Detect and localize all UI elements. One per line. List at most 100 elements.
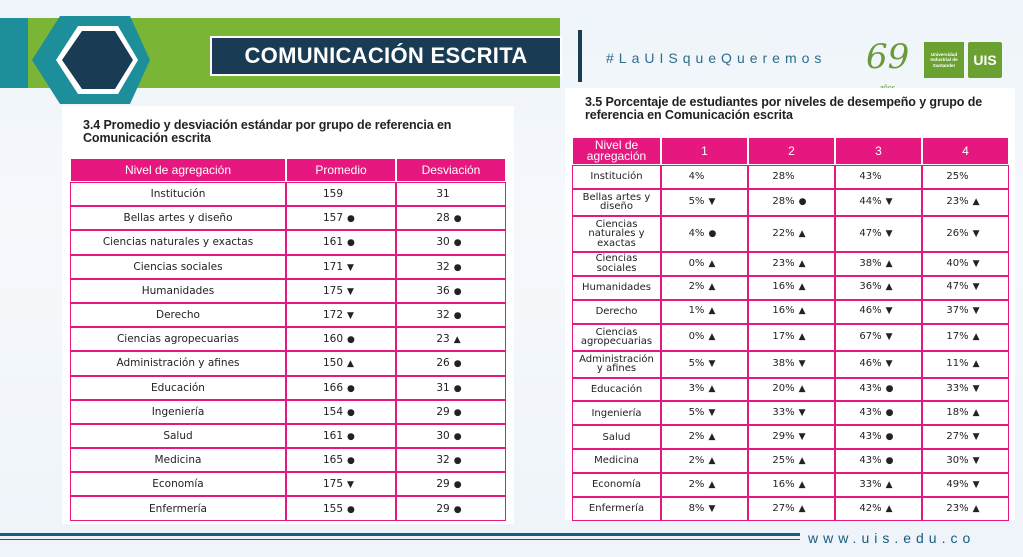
down-triangle-icon: ▼ [347, 286, 354, 297]
caption-table-3-5: 3.5 Porcentaje de estudiantes por nivele… [585, 95, 983, 122]
percent-value: 4% [688, 171, 705, 183]
percent-value: 27% [946, 431, 969, 443]
percent-value: 30% [946, 454, 969, 466]
table-row: Economía 175 ▼ 29 ● [70, 472, 506, 497]
percent-value: 47% [859, 227, 882, 239]
down-triangle-icon: ▼ [885, 306, 893, 317]
percent-value: 43% [859, 407, 882, 419]
down-triangle-icon: ▼ [708, 503, 716, 514]
percent-value: 5% [688, 407, 705, 419]
percent-value: 18% [946, 407, 969, 419]
footer-line [0, 533, 800, 536]
percent-value: 27% [772, 502, 795, 514]
down-triangle-icon: ▼ [972, 479, 980, 490]
desviacion-value: 29 [436, 478, 450, 491]
promedio-cell: 154 ● [286, 399, 396, 424]
percent-cell: 2% ▲ [661, 275, 748, 300]
table-row: Medicina 165 ● 32 ● [70, 448, 506, 473]
percent-cell: 40% ▼ [922, 251, 1009, 276]
table-row: Derecho 1% ▲ 16% ▲ 46% ▼ 37% ▼ [572, 299, 1009, 324]
table-row: Ciencias naturales y exactas 161 ● 30 ● [70, 230, 506, 255]
percent-value: 16% [772, 478, 795, 490]
up-triangle-icon: ▲ [708, 479, 716, 490]
percent-value: 43% [859, 171, 882, 183]
header-teal-stripe [0, 18, 28, 88]
percent-cell: 16% ▲ [748, 299, 835, 324]
row-label: Medicina [572, 449, 661, 474]
row-label: Institución [572, 165, 661, 189]
dot-icon: ● [885, 455, 894, 466]
row-label: Derecho [70, 302, 286, 328]
percent-value: 0% [688, 257, 705, 269]
desviacion-value: 29 [436, 405, 450, 418]
dot-icon: ● [453, 214, 462, 225]
up-triangle-icon: ▲ [708, 384, 716, 395]
percent-value: 2% [688, 281, 705, 293]
percent-value: 16% [772, 281, 795, 293]
desviacion-cell: 32 ● [396, 302, 506, 328]
desviacion-cell: 23 ▲ [396, 327, 506, 352]
row-label: Bellas artes y diseño [70, 206, 286, 231]
percent-cell: 23% ▲ [922, 188, 1009, 216]
col-header-nivel-1: 1 [661, 137, 748, 165]
col-header-nivel-3: 3 [835, 137, 922, 165]
desviacion-value: 32 [436, 309, 450, 322]
table-row: Administración y afines 5% ▼ 38% ▼ 46% ▼ 11% ▲ [572, 350, 1009, 378]
desviacion-cell: 26 ● [396, 351, 506, 376]
promedio-value: 175 [322, 284, 344, 297]
percent-cell: 25% [922, 165, 1009, 189]
dot-icon: ● [885, 432, 894, 443]
dot-icon: ● [453, 480, 462, 491]
percent-value: 43% [859, 383, 882, 395]
table-row: Salud 161 ● 30 ● [70, 423, 506, 449]
percent-value: 46% [859, 305, 882, 317]
up-triangle-icon: ▲ [708, 432, 716, 443]
percent-cell: 33% ▲ [835, 473, 922, 498]
dot-icon: ● [708, 228, 717, 239]
percent-value: 37% [946, 305, 969, 317]
promedio-value: 150 [322, 357, 344, 370]
percent-value: 46% [859, 357, 882, 369]
percent-value: 1% [688, 305, 705, 317]
percent-cell: 0% ▲ [661, 323, 748, 351]
percent-cell: 30% ▼ [922, 449, 1009, 474]
up-triangle-icon: ▲ [347, 359, 354, 370]
down-triangle-icon: ▼ [972, 258, 980, 269]
percent-value: 22% [772, 227, 795, 239]
desviacion-value: 30 [436, 429, 450, 442]
up-triangle-icon: ▲ [972, 408, 980, 419]
promedio-cell: 165 ● [286, 448, 396, 473]
percent-value: 36% [859, 281, 882, 293]
up-triangle-icon: ▲ [798, 258, 806, 269]
percent-cell: 46% ▼ [835, 299, 922, 324]
table-row: Ciencias agropecuarias 0% ▲ 17% ▲ 67% ▼ 17% ▲ [572, 323, 1009, 351]
table-row: Ciencias sociales 171 ▼ 32 ● [70, 254, 506, 279]
percent-value: 17% [946, 330, 969, 342]
up-triangle-icon: ▲ [972, 503, 980, 514]
promedio-cell: 150 ▲ [286, 351, 396, 376]
title-divider [578, 30, 582, 82]
col-header-nivel-2: 2 [748, 137, 835, 165]
percent-cell: 47% ▼ [835, 215, 922, 252]
row-label: Ciencias agropecuarias [70, 327, 286, 352]
percent-cell: 5% ▼ [661, 188, 748, 216]
col-header-desviacion: Desviación [396, 158, 506, 182]
desviacion-cell: 30 ● [396, 423, 506, 449]
row-label: Administración y afines [572, 350, 661, 378]
down-triangle-icon: ▼ [972, 228, 980, 239]
percent-value: 40% [946, 257, 969, 269]
dot-icon: ● [453, 383, 462, 394]
down-triangle-icon: ▼ [798, 358, 806, 369]
up-triangle-icon: ▲ [885, 282, 893, 293]
percent-cell: 4% [661, 165, 748, 189]
dot-icon: ● [347, 383, 355, 394]
down-triangle-icon: ▼ [972, 282, 980, 293]
percent-value: 17% [772, 330, 795, 342]
dot-icon: ● [453, 504, 462, 515]
percent-value: 49% [946, 478, 969, 490]
percent-value: 33% [859, 478, 882, 490]
percent-cell: 28% ● [748, 188, 835, 216]
up-triangle-icon: ▲ [708, 331, 716, 342]
percent-cell: 5% ▼ [661, 350, 748, 378]
percent-value: 16% [772, 305, 795, 317]
